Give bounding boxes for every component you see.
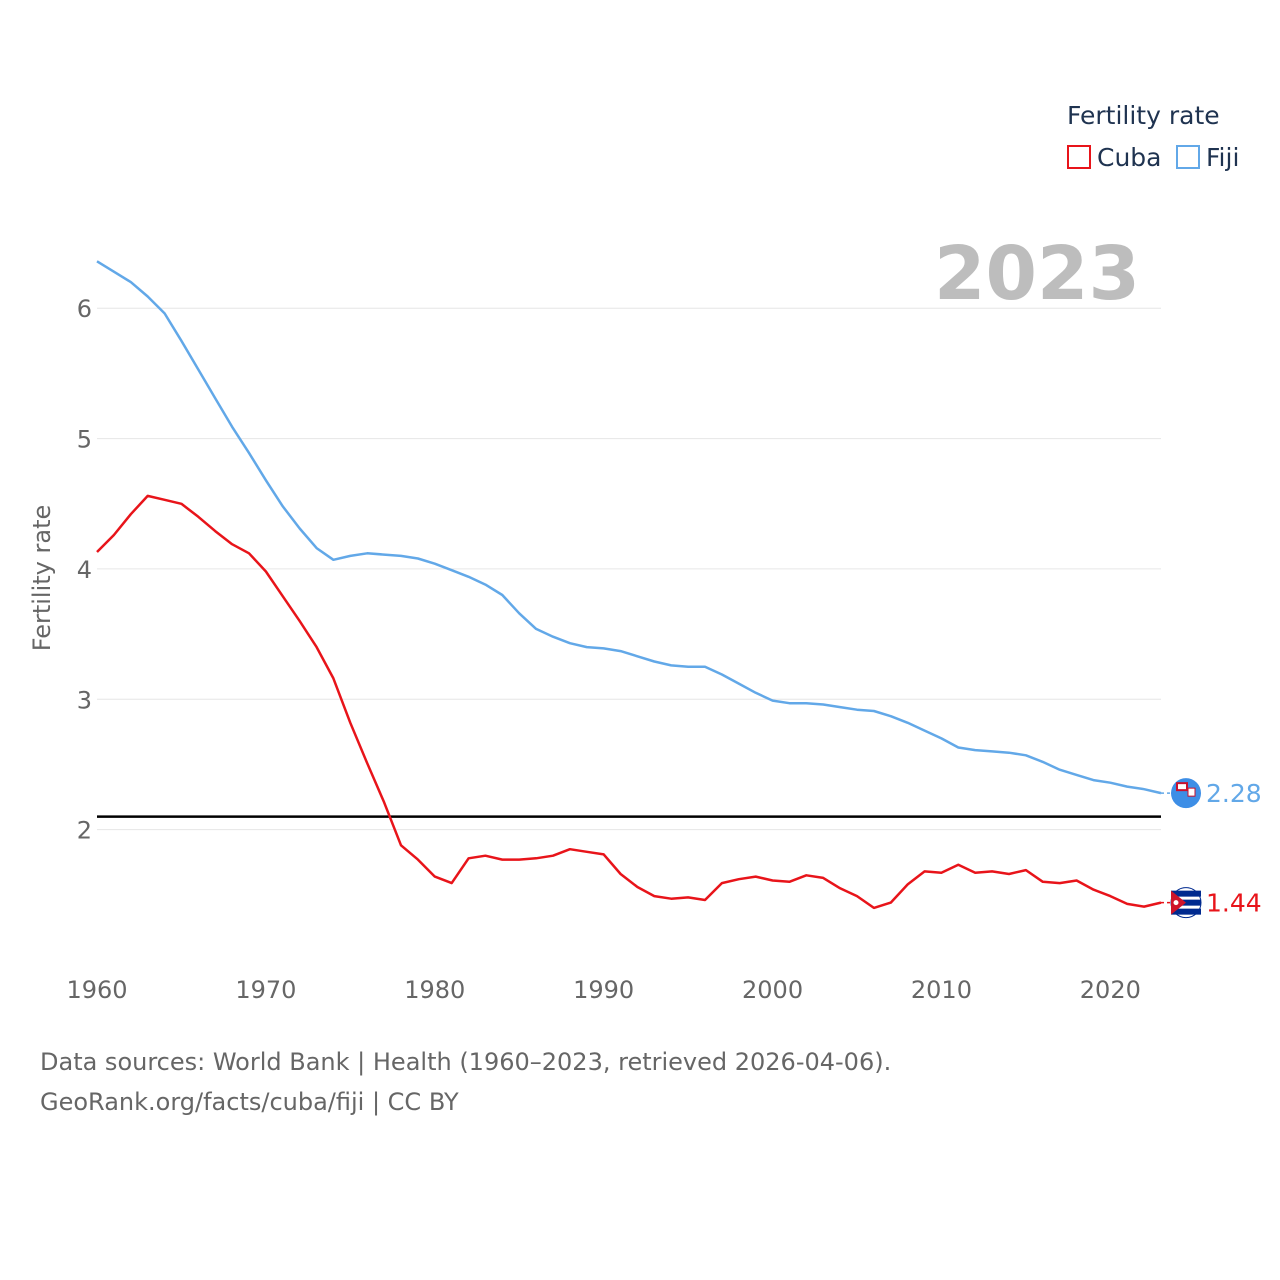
source-line-1: Data sources: World Bank | Health (1960–… [40,1048,892,1076]
year-label: 2023 [934,231,1140,317]
x-tick-label: 1970 [235,976,296,1004]
y-tick-label: 4 [77,556,92,584]
flag-cuba-icon [1170,887,1202,919]
end-value-label-fiji: 2.28 [1206,779,1262,808]
source-note: Data sources: World Bank | Health (1960–… [40,1042,891,1122]
x-tick-label: 2010 [911,976,972,1004]
x-tick-label: 2020 [1080,976,1141,1004]
y-axis-ticks: 2 3 4 5 6 [77,295,92,844]
legend: Fertility rate Cuba Fiji [1067,101,1239,172]
y-axis-label: Fertility rate [28,505,56,652]
x-axis-ticks: 1960 1970 1980 1990 2000 2010 2020 [66,976,1140,1004]
flag-fiji-icon [1171,778,1201,809]
y-tick-label: 3 [77,686,92,714]
grid-lines [97,307,1161,831]
series-line-fiji [96,260,1162,795]
series-lines [96,260,1162,910]
legend-label-fiji: Fiji [1206,143,1239,172]
legend-label-cuba: Cuba [1097,143,1162,172]
end-markers: 1.44 2.28 [1161,778,1262,919]
legend-swatch-fiji [1176,145,1200,169]
x-tick-label: 1990 [573,976,634,1004]
x-tick-label: 1980 [404,976,465,1004]
legend-item-fiji[interactable]: Fiji [1176,143,1239,172]
x-tick-label: 2000 [742,976,803,1004]
legend-swatch-cuba [1067,145,1091,169]
source-line-2: GeoRank.org/facts/cuba/fiji | CC BY [40,1088,459,1116]
y-tick-label: 2 [77,817,92,845]
legend-item-cuba[interactable]: Cuba [1067,143,1162,172]
end-value-label-cuba: 1.44 [1206,889,1262,918]
y-tick-label: 5 [77,426,92,454]
series-line-cuba [96,494,1162,910]
y-tick-label: 6 [77,295,92,323]
legend-title: Fertility rate [1067,101,1220,130]
x-tick-label: 1960 [66,976,127,1004]
